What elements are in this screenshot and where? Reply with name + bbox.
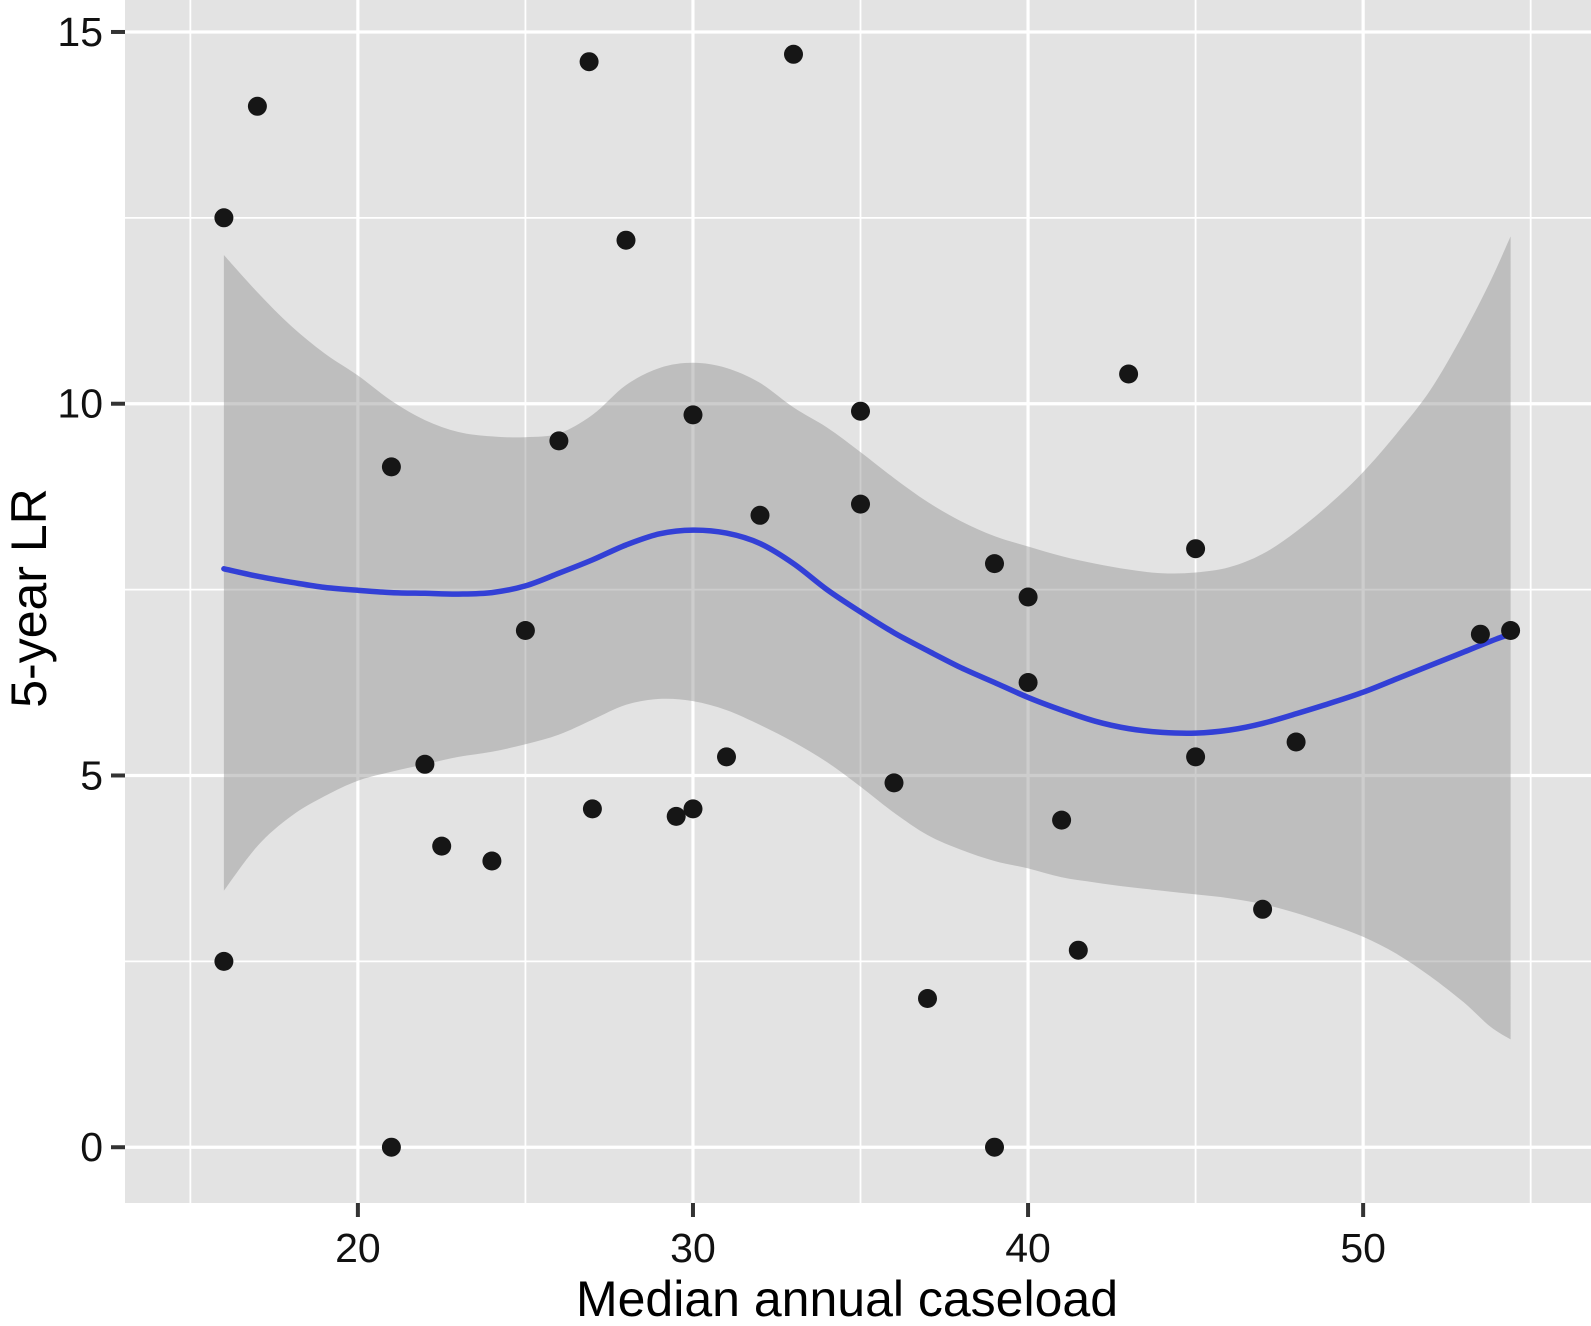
data-point <box>432 836 452 856</box>
data-point <box>985 1137 1004 1157</box>
data-point <box>1068 940 1088 960</box>
y-tick-label: 5 <box>80 752 103 798</box>
data-point <box>750 505 770 525</box>
data-point <box>985 554 1004 574</box>
x-axis-title: Median annual caseload <box>576 1271 1118 1326</box>
data-point <box>1253 899 1273 919</box>
data-point <box>515 621 535 640</box>
data-point <box>549 431 569 451</box>
data-point <box>884 773 904 793</box>
x-tick-label: 50 <box>1340 1225 1386 1271</box>
y-tick-label: 10 <box>57 381 103 427</box>
data-point <box>616 230 636 250</box>
x-tick-label: 40 <box>1005 1225 1051 1271</box>
y-tick-label: 15 <box>57 9 103 55</box>
data-point <box>1186 747 1206 767</box>
data-point <box>851 494 870 514</box>
confidence-band <box>223 236 1511 1040</box>
data-point <box>717 747 736 767</box>
data-point <box>683 799 703 819</box>
data-point <box>1286 732 1306 752</box>
data-point <box>784 44 803 64</box>
data-point <box>683 405 703 425</box>
data-point <box>579 52 599 72</box>
data-point <box>381 1137 401 1157</box>
x-tick-label: 30 <box>670 1225 716 1271</box>
data-point <box>1018 587 1038 607</box>
smooth-line <box>221 527 1514 737</box>
data-point <box>1470 624 1490 644</box>
data-point <box>582 799 602 819</box>
data-point <box>415 754 435 774</box>
x-tick-label: 20 <box>335 1225 381 1271</box>
data-point <box>918 989 937 1008</box>
data-point <box>214 208 234 228</box>
data-point <box>666 806 686 826</box>
smooth-line-layer <box>221 527 1514 737</box>
axis-layer: 20 30 40 50 0 5 10 15 <box>57 9 1386 1271</box>
data-point <box>1119 364 1139 384</box>
y-tick-label: 0 <box>80 1124 103 1170</box>
panel-background <box>125 0 1591 1203</box>
data-point <box>851 401 870 421</box>
confidence-band-layer <box>223 236 1511 1040</box>
data-point <box>1052 810 1072 830</box>
data-point <box>482 851 502 871</box>
y-axis-title: 5-year LR <box>1 488 57 708</box>
data-point <box>1186 539 1206 559</box>
panel-background-layer <box>125 0 1591 1203</box>
data-point <box>381 457 401 477</box>
data-point <box>214 951 234 971</box>
points-layer <box>214 44 1521 1157</box>
data-point <box>1018 673 1038 692</box>
data-point <box>247 96 267 116</box>
data-point <box>1501 621 1521 640</box>
